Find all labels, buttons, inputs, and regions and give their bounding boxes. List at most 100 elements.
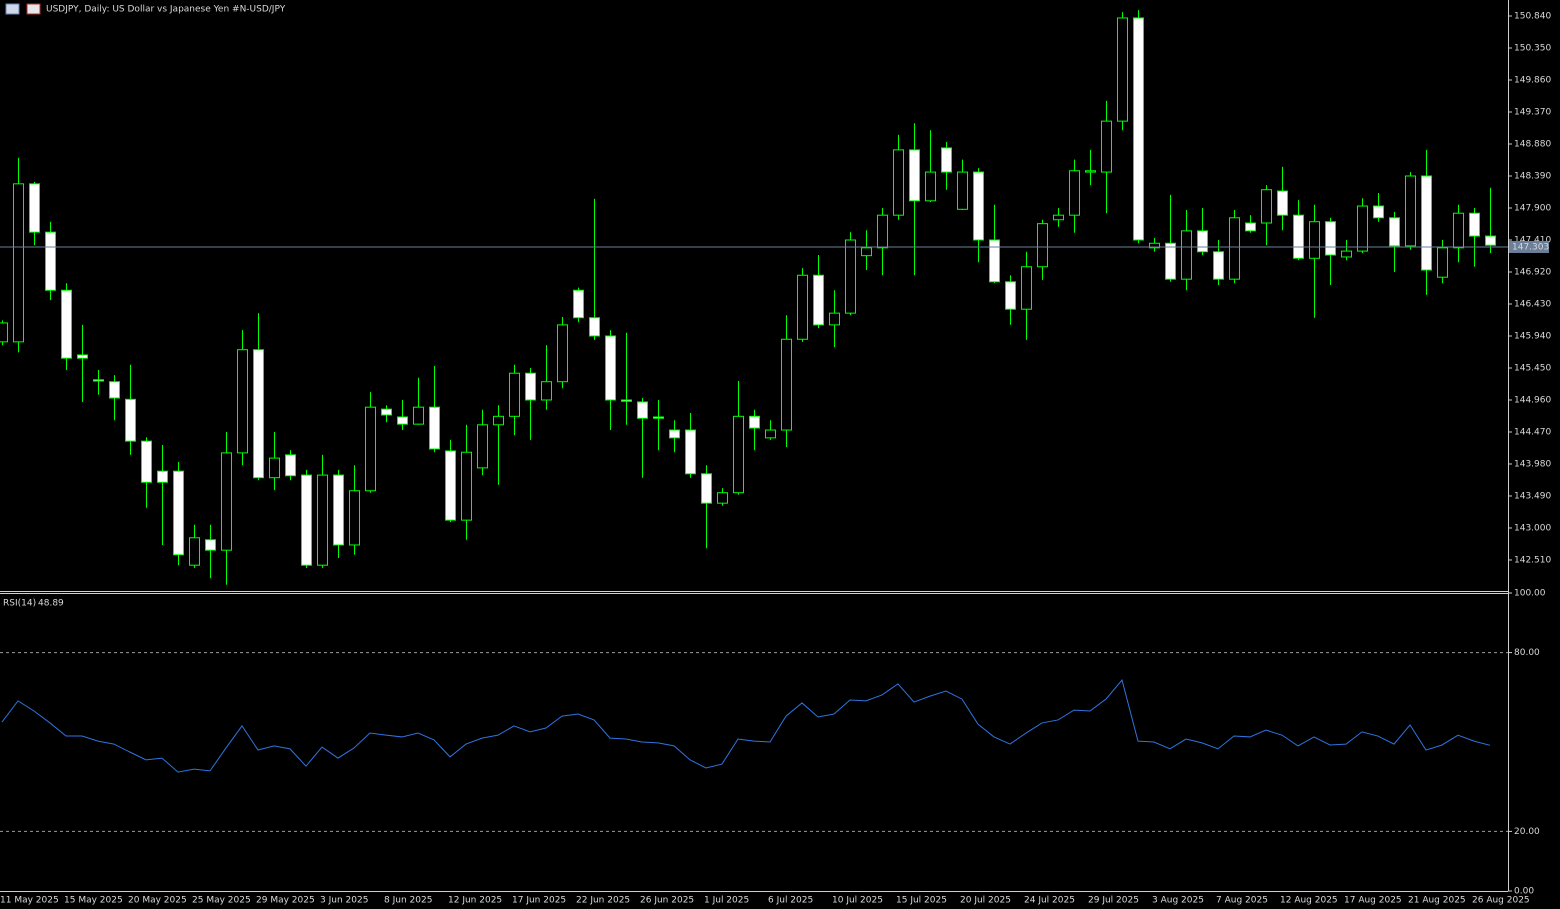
y-tick-label: 146.920: [1514, 267, 1551, 277]
candle-body: [1261, 189, 1272, 224]
candle-body: [1485, 235, 1496, 246]
candle-body: [461, 451, 472, 521]
candle-body: [125, 398, 136, 442]
x-tick-label: 3 Jun 2025: [320, 896, 368, 906]
candle-body: [1293, 214, 1304, 259]
y-tick-label: 148.880: [1514, 139, 1551, 149]
candle-body: [301, 474, 312, 566]
y-tick-label: 100.00: [1514, 589, 1546, 599]
candle-body: [893, 149, 904, 216]
x-tick-label: 10 Jul 2025: [832, 896, 883, 906]
y-tick-label: 146.430: [1514, 299, 1551, 309]
candle-body: [157, 470, 168, 483]
candle-body: [1405, 175, 1416, 247]
x-tick-label: 17 Jun 2025: [512, 896, 566, 906]
candle-body: [1437, 247, 1448, 278]
x-tick-label: 1 Jul 2025: [704, 896, 749, 906]
x-tick-label: 11 May 2025: [0, 896, 59, 906]
x-tick-label: 21 Aug 2025: [1408, 896, 1466, 906]
candle-body: [381, 408, 392, 416]
x-tick-label: 20 Jul 2025: [960, 896, 1011, 906]
candle-body: [1149, 242, 1160, 249]
candle-body: [349, 490, 360, 546]
candle-body: [1069, 170, 1080, 216]
candle-body: [13, 183, 24, 343]
y-tick-label: 143.980: [1514, 459, 1551, 469]
candle-body: [29, 183, 40, 233]
candle-body: [1165, 242, 1176, 280]
x-tick-label: 29 Jul 2025: [1088, 896, 1139, 906]
candle-body: [365, 406, 376, 492]
candle-body: [493, 415, 504, 426]
candle-body: [1101, 120, 1112, 173]
candle-body: [1389, 217, 1400, 247]
candle-body: [813, 274, 824, 326]
candle-body: [1021, 266, 1032, 310]
candle-body: [429, 406, 440, 450]
candle-body: [621, 399, 632, 402]
candle-body: [941, 147, 952, 173]
candle-body: [957, 171, 968, 210]
y-tick-label: 145.940: [1514, 331, 1551, 341]
current-price-box: [1509, 240, 1549, 253]
candle-body: [765, 429, 776, 439]
x-tick-label: 6 Jul 2025: [768, 896, 813, 906]
candle-body: [0, 322, 8, 343]
candle-body: [1421, 175, 1432, 271]
y-tick-label: 20.00: [1514, 827, 1540, 837]
x-tick-label: 15 May 2025: [64, 896, 123, 906]
candle-body: [1325, 221, 1336, 256]
x-tick-label: 15 Jul 2025: [896, 896, 947, 906]
candle-body: [1005, 281, 1016, 310]
y-tick-label: 143.000: [1514, 523, 1551, 533]
candle-body: [237, 349, 248, 454]
candle-body: [701, 473, 712, 504]
candle-body: [685, 429, 696, 475]
y-tick-label: 149.860: [1514, 75, 1551, 85]
rsi-line: [1, 678, 1491, 773]
candle-body: [1277, 190, 1288, 216]
candle-body: [717, 492, 728, 504]
y-tick-label: 147.900: [1514, 203, 1551, 213]
candle-body: [1469, 212, 1480, 237]
candle-body: [93, 379, 104, 382]
x-tick-label: 29 May 2025: [256, 896, 315, 906]
x-tick-label: 20 May 2025: [128, 896, 187, 906]
candle-body: [1357, 205, 1368, 252]
current-price-label: 147.303: [1512, 242, 1549, 252]
candle-body: [589, 317, 600, 337]
candle-body: [221, 452, 232, 551]
toolbar-icons: [5, 3, 41, 15]
candle-body: [781, 338, 792, 431]
candle-body: [77, 354, 88, 359]
candle-body: [61, 289, 72, 359]
candle-body: [1117, 17, 1128, 122]
rsi-title: RSI(14): [3, 599, 36, 609]
icon-window: [5, 3, 20, 15]
y-tick-label: 142.510: [1514, 555, 1551, 565]
candle-body: [605, 335, 616, 401]
icon-symbol: [26, 3, 41, 15]
candle-body: [637, 401, 648, 419]
candle-body: [285, 454, 296, 477]
candle-body: [829, 312, 840, 326]
candle-body: [733, 415, 744, 494]
candle-body: [669, 429, 680, 439]
candle-body: [1053, 214, 1064, 221]
candle-body: [1309, 221, 1320, 259]
y-tick-label: 144.470: [1514, 427, 1551, 437]
candle-body: [109, 381, 120, 399]
candle-body: [477, 424, 488, 469]
candle-body: [797, 274, 808, 340]
candle-body: [173, 470, 184, 556]
x-tick-label: 3 Aug 2025: [1152, 896, 1204, 906]
candle-body: [909, 149, 920, 202]
rsi-current-value: 48.89: [38, 599, 64, 609]
y-tick-label: 148.390: [1514, 171, 1551, 181]
y-tick-label: 80.00: [1514, 648, 1540, 658]
candle-body: [541, 381, 552, 401]
candle-body: [413, 406, 424, 425]
x-tick-label: 26 Aug 2025: [1472, 896, 1530, 906]
candle-body: [653, 416, 664, 419]
